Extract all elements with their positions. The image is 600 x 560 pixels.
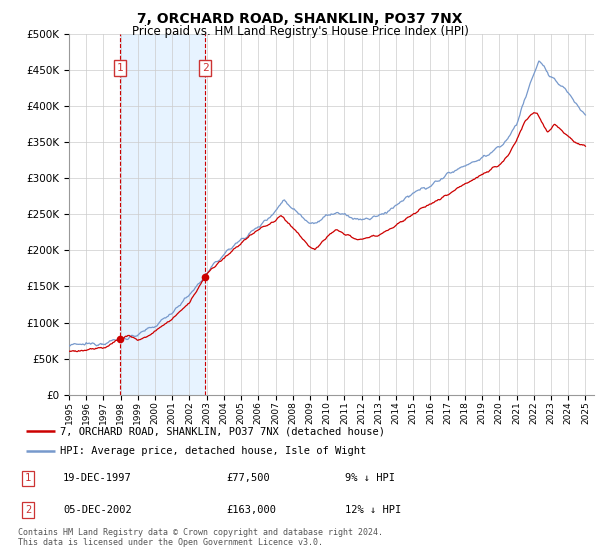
Text: 9% ↓ HPI: 9% ↓ HPI: [345, 473, 395, 483]
Text: 7, ORCHARD ROAD, SHANKLIN, PO37 7NX (detached house): 7, ORCHARD ROAD, SHANKLIN, PO37 7NX (det…: [60, 426, 385, 436]
Text: Price paid vs. HM Land Registry's House Price Index (HPI): Price paid vs. HM Land Registry's House …: [131, 25, 469, 38]
Bar: [120, 34, 205, 395]
Text: Contains HM Land Registry data © Crown copyright and database right 2024.
This d: Contains HM Land Registry data © Crown c…: [18, 528, 383, 547]
Text: 1: 1: [25, 473, 31, 483]
Text: 19-DEC-1997: 19-DEC-1997: [63, 473, 132, 483]
Text: 1: 1: [117, 63, 124, 73]
Text: 7, ORCHARD ROAD, SHANKLIN, PO37 7NX: 7, ORCHARD ROAD, SHANKLIN, PO37 7NX: [137, 12, 463, 26]
Text: £77,500: £77,500: [227, 473, 271, 483]
Text: 2: 2: [25, 505, 31, 515]
Text: 12% ↓ HPI: 12% ↓ HPI: [345, 505, 401, 515]
Text: 2: 2: [202, 63, 209, 73]
Text: HPI: Average price, detached house, Isle of Wight: HPI: Average price, detached house, Isle…: [60, 446, 367, 456]
Text: 05-DEC-2002: 05-DEC-2002: [63, 505, 132, 515]
Text: £163,000: £163,000: [227, 505, 277, 515]
